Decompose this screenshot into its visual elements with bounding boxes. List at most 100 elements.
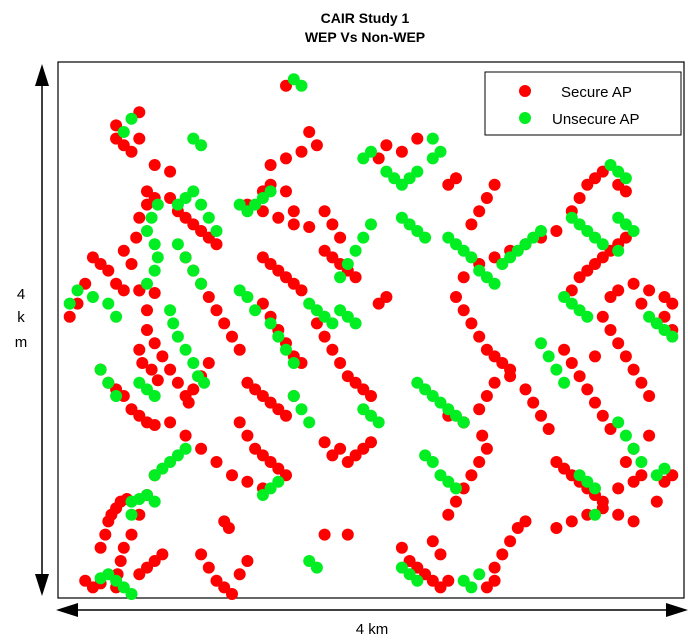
- point-secure-ap: [141, 324, 153, 336]
- point-secure-ap: [226, 588, 238, 600]
- point-secure-ap: [151, 374, 164, 387]
- point-secure-ap: [535, 409, 547, 422]
- chart-title: CAIR Study 1: [321, 10, 410, 26]
- point-unsecure-ap: [341, 258, 354, 270]
- point-unsecure-ap: [256, 489, 269, 501]
- point-unsecure-ap: [148, 390, 161, 402]
- point-unsecure-ap: [473, 568, 486, 581]
- point-secure-ap: [280, 152, 292, 165]
- point-unsecure-ap: [535, 337, 547, 350]
- point-secure-ap: [426, 535, 439, 548]
- y-axis-label-line-3: m: [15, 334, 28, 351]
- y-axis-label-line-2: k: [17, 309, 25, 326]
- point-secure-ap: [133, 106, 146, 119]
- point-unsecure-ap: [71, 284, 84, 297]
- point-unsecure-ap: [341, 310, 354, 323]
- point-secure-ap: [222, 522, 235, 534]
- point-secure-ap: [210, 304, 223, 317]
- point-secure-ap: [465, 218, 478, 231]
- point-unsecure-ap: [496, 258, 509, 270]
- point-secure-ap: [341, 528, 354, 541]
- point-secure-ap: [627, 277, 640, 290]
- point-unsecure-ap: [326, 317, 339, 330]
- point-unsecure-ap: [627, 442, 640, 455]
- point-unsecure-ap: [125, 508, 138, 521]
- point-unsecure-ap: [589, 508, 601, 521]
- point-secure-ap: [635, 297, 648, 310]
- point-secure-ap: [334, 357, 347, 369]
- legend-marker-secure-ap: [519, 85, 531, 97]
- point-secure-ap: [365, 390, 377, 402]
- point-unsecure-ap: [63, 297, 76, 310]
- point-unsecure-ap: [457, 416, 470, 429]
- point-unsecure-ap: [349, 244, 362, 257]
- point-unsecure-ap: [426, 132, 439, 145]
- point-unsecure-ap: [411, 376, 424, 389]
- point-unsecure-ap: [349, 317, 362, 330]
- point-secure-ap: [619, 456, 632, 468]
- point-unsecure-ap: [210, 225, 223, 237]
- point-unsecure-ap: [264, 317, 277, 330]
- point-secure-ap: [125, 258, 138, 270]
- point-unsecure-ap: [86, 291, 99, 303]
- point-unsecure-ap: [249, 304, 262, 317]
- point-secure-ap: [450, 495, 462, 508]
- point-secure-ap: [125, 145, 138, 158]
- point-secure-ap: [589, 396, 601, 409]
- point-secure-ap: [136, 357, 149, 369]
- point-unsecure-ap: [612, 244, 625, 257]
- point-secure-ap: [473, 403, 486, 416]
- point-unsecure-ap: [148, 495, 161, 508]
- point-secure-ap: [395, 541, 408, 554]
- point-secure-ap: [141, 185, 153, 198]
- point-secure-ap: [612, 508, 625, 521]
- point-secure-ap: [434, 548, 447, 561]
- y-axis-arrow: [35, 64, 49, 596]
- point-secure-ap: [596, 409, 609, 422]
- point-secure-ap: [280, 185, 292, 198]
- point-secure-ap: [210, 456, 223, 468]
- point-secure-ap: [310, 139, 323, 152]
- point-secure-ap: [295, 145, 308, 158]
- point-secure-ap: [187, 383, 200, 396]
- point-unsecure-ap: [419, 231, 432, 244]
- point-secure-ap: [643, 429, 656, 442]
- point-secure-ap: [218, 317, 231, 330]
- point-secure-ap: [619, 350, 632, 363]
- point-secure-ap: [117, 541, 130, 554]
- point-secure-ap: [627, 475, 640, 488]
- point-unsecure-ap: [102, 297, 115, 310]
- point-unsecure-ap: [465, 251, 478, 264]
- point-secure-ap: [233, 568, 246, 581]
- point-secure-ap: [318, 330, 331, 343]
- point-secure-ap: [488, 178, 501, 191]
- point-secure-ap: [99, 528, 112, 541]
- point-unsecure-ap: [195, 139, 208, 152]
- point-unsecure-ap: [465, 581, 478, 594]
- point-unsecure-ap: [171, 238, 184, 251]
- point-unsecure-ap: [627, 225, 640, 237]
- point-secure-ap: [550, 225, 563, 237]
- point-unsecure-ap: [365, 218, 377, 231]
- point-secure-ap: [318, 436, 331, 449]
- point-secure-ap: [125, 528, 138, 541]
- point-unsecure-ap: [426, 456, 439, 468]
- point-secure-ap: [202, 357, 215, 369]
- point-secure-ap: [182, 396, 195, 409]
- point-unsecure-ap: [612, 416, 625, 429]
- point-unsecure-ap: [110, 310, 123, 323]
- point-secure-ap: [627, 363, 640, 376]
- point-secure-ap: [496, 357, 509, 369]
- point-secure-ap: [164, 165, 177, 178]
- point-secure-ap: [581, 383, 594, 396]
- point-secure-ap: [450, 291, 462, 303]
- point-unsecure-ap: [102, 376, 115, 389]
- chart-subtitle: WEP Vs Non-WEP: [305, 29, 425, 45]
- point-secure-ap: [241, 555, 254, 567]
- point-unsecure-ap: [619, 429, 632, 442]
- point-unsecure-ap: [310, 561, 323, 574]
- point-secure-ap: [195, 548, 208, 561]
- point-secure-ap: [187, 218, 200, 231]
- point-secure-ap: [287, 218, 300, 231]
